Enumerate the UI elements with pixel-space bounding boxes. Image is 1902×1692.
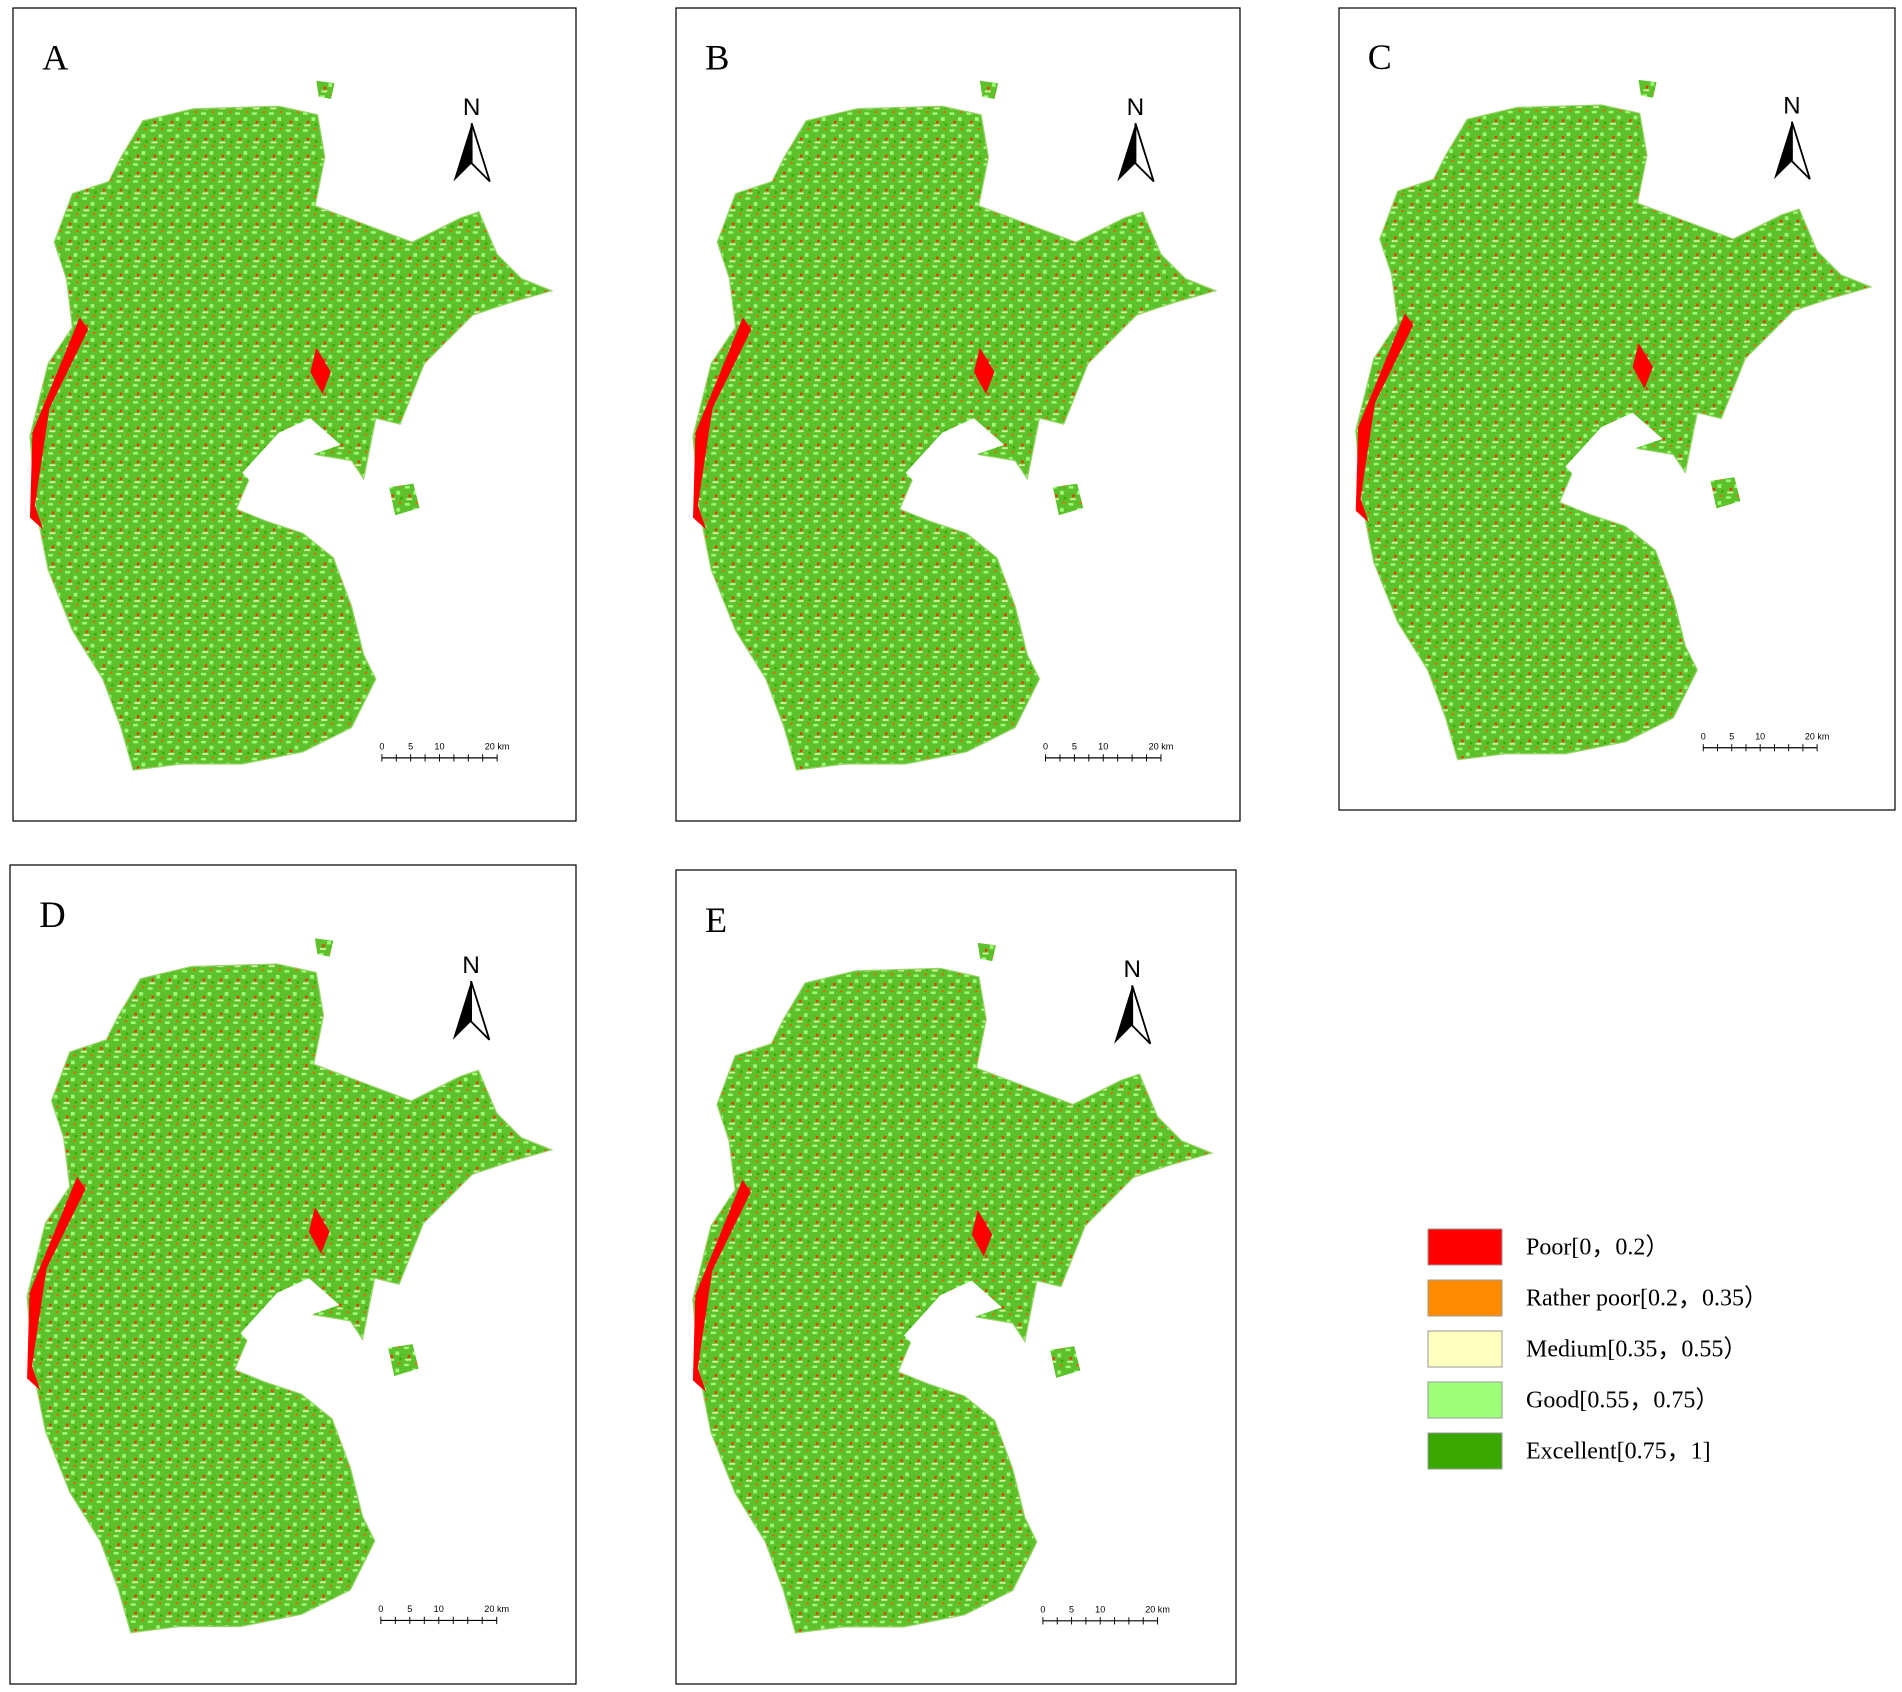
- scale-label: 5: [1069, 1604, 1074, 1614]
- north-label: N: [463, 94, 481, 121]
- scale-label: 5: [408, 741, 413, 751]
- legend-label: Rather poor[0.2，0.35）: [1526, 1286, 1768, 1312]
- scale-label: 0: [1043, 741, 1048, 751]
- scale-label: 20 km: [1149, 741, 1174, 751]
- map-panel: D N 0 5 10 20 km: [9, 864, 577, 1685]
- panel-label: A: [42, 38, 69, 78]
- legend-label: Excellent[0.75，1]: [1526, 1439, 1711, 1465]
- north-label: N: [1127, 94, 1145, 121]
- scale-label: 5: [1072, 741, 1077, 751]
- map-panel: A N 0 5 10 20 km: [12, 7, 577, 822]
- legend-swatch: [1427, 1381, 1503, 1419]
- scale-label: 20 km: [484, 1604, 509, 1614]
- north-label: N: [1123, 956, 1140, 983]
- scale-label: 0: [378, 1604, 383, 1614]
- scale-label: 20 km: [1805, 731, 1829, 741]
- north-label: N: [462, 952, 480, 979]
- map-panel: C N 0 5 10 20 km: [1338, 7, 1896, 811]
- north-label: N: [1783, 93, 1800, 120]
- scale-label: 10: [1098, 741, 1108, 751]
- scale-label: 10: [1095, 1604, 1105, 1614]
- legend-swatch: [1427, 1432, 1503, 1470]
- scale-label: 10: [434, 1604, 444, 1614]
- scale-label: 5: [1729, 731, 1734, 741]
- panel-label: D: [39, 894, 65, 935]
- scale-label: 20 km: [485, 741, 510, 751]
- map-panel: B N 0 5 10 20 km: [675, 7, 1241, 822]
- scale-label: 10: [1755, 731, 1765, 741]
- legend-label: Good[0.55，0.75）: [1526, 1388, 1719, 1414]
- legend-label: Poor[0，0.2）: [1526, 1235, 1669, 1261]
- north-arrow: [470, 980, 491, 1041]
- panel-label: C: [1368, 37, 1392, 77]
- north-arrow: [1791, 121, 1811, 180]
- scale-label: 10: [434, 741, 444, 751]
- north-arrow: [1134, 123, 1155, 183]
- legend-swatch: [1427, 1279, 1503, 1317]
- north-arrow: [1131, 985, 1152, 1045]
- scale-label: 5: [407, 1604, 412, 1614]
- legend-swatch: [1427, 1330, 1503, 1368]
- scale-label: 0: [1701, 731, 1706, 741]
- north-arrow: [453, 123, 472, 182]
- north-arrow: [470, 123, 491, 183]
- north-arrow: [1773, 121, 1792, 180]
- panel-label: E: [705, 900, 727, 940]
- legend-swatch: [1427, 1228, 1503, 1266]
- scale-label: 0: [1040, 1604, 1045, 1614]
- legend-label: Medium[0.35，0.55）: [1526, 1337, 1747, 1363]
- panel-label: B: [705, 38, 729, 78]
- scale-label: 20 km: [1145, 1604, 1170, 1614]
- map-panel: E N 0 5 10 20 km: [675, 869, 1237, 1685]
- scale-label: 0: [379, 741, 384, 751]
